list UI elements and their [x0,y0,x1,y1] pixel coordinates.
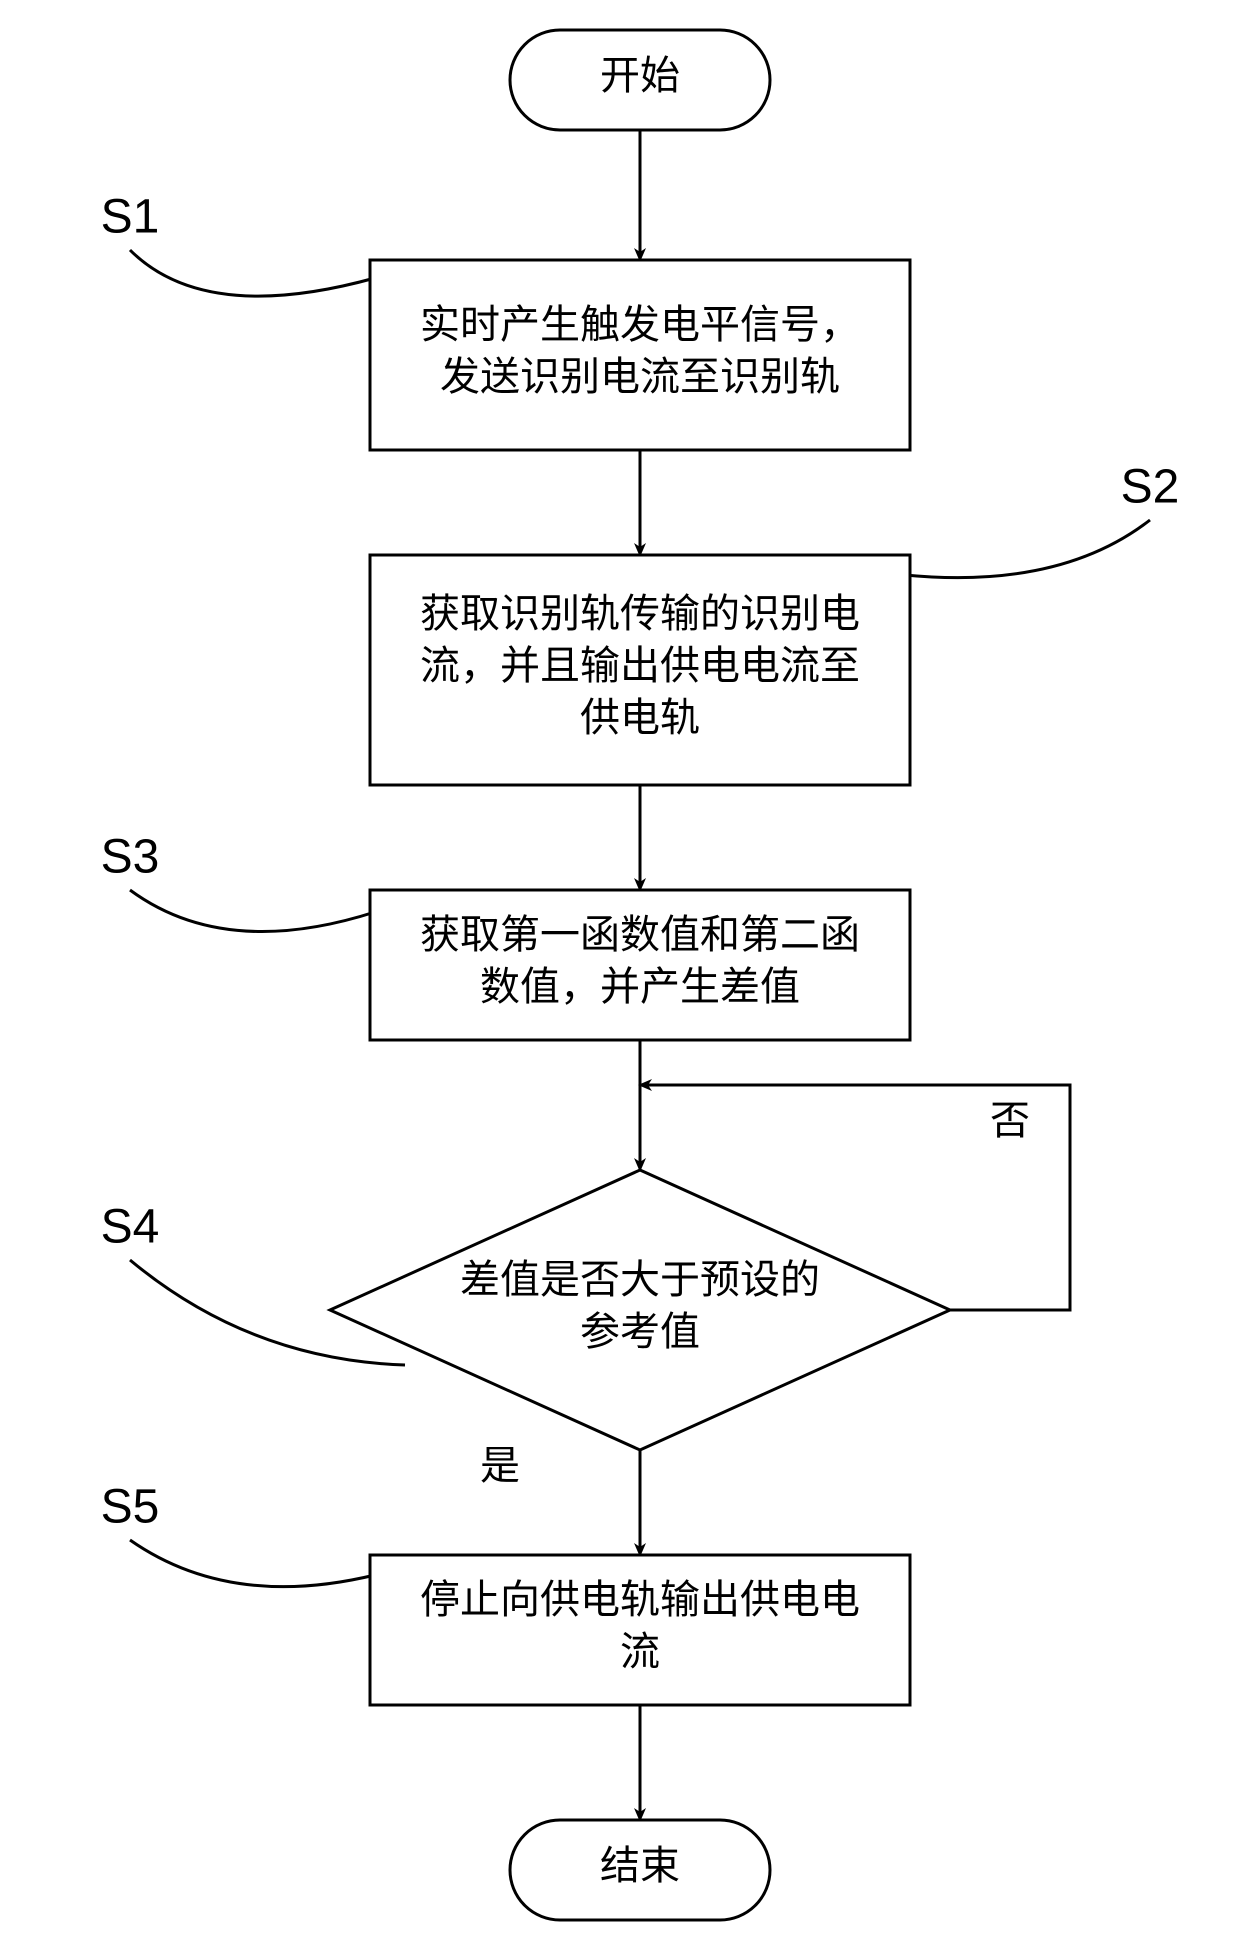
terminator-start: 开始 [510,30,770,130]
svg-text:获取识别轨传输的识别电: 获取识别轨传输的识别电 [420,591,860,636]
svg-text:参考值: 参考值 [580,1309,700,1354]
svg-text:数值，并产生差值: 数值，并产生差值 [480,964,800,1009]
terminator-end-text: 结束 [600,1843,680,1888]
leader-s3 [130,890,375,932]
step-s2: 获取识别轨传输的识别电流，并且输出供电电流至供电轨 [370,555,910,785]
svg-text:结束: 结束 [600,1843,680,1888]
svg-text:实时产生触发电平信号，: 实时产生触发电平信号， [420,302,860,347]
step-label-s1: S1 [101,191,160,244]
step-s4: 差值是否大于预设的参考值 [330,1170,950,1450]
step-s1: 实时产生触发电平信号， 发送识别电流至识别轨 [370,260,910,450]
step-s5: 停止向供电轨输出供电电流 [370,1555,910,1705]
step-label-s3: S3 [101,831,160,884]
svg-text:流，并且输出供电电流至: 流，并且输出供电电流至 [420,643,860,688]
svg-text:停止向供电轨输出供电电: 停止向供电轨输出供电电 [420,1577,860,1622]
leader-s1 [130,250,375,296]
leader-s5 [130,1540,375,1587]
step-s3: 获取第一函数值和第二函数值，并产生差值 [370,890,910,1040]
svg-text:获取第一函数值和第二函: 获取第一函数值和第二函 [420,912,860,957]
svg-text:供电轨: 供电轨 [580,695,700,740]
step-label-s2: S2 [1121,461,1180,514]
branch-label-yes: 是 [480,1443,520,1488]
terminator-end: 结束 [510,1820,770,1920]
terminator-start-text: 开始 [600,53,680,98]
svg-text:发送识别电流至识别轨: 发送识别电流至识别轨 [440,354,840,399]
svg-text:差值是否大于预设的: 差值是否大于预设的 [460,1257,820,1302]
step-label-s4: S4 [101,1201,160,1254]
branch-label-no: 否 [990,1098,1030,1143]
step-label-s5: S5 [101,1481,160,1534]
svg-text:开始: 开始 [600,53,680,98]
leader-s2 [905,520,1150,578]
svg-text:流: 流 [620,1629,660,1674]
